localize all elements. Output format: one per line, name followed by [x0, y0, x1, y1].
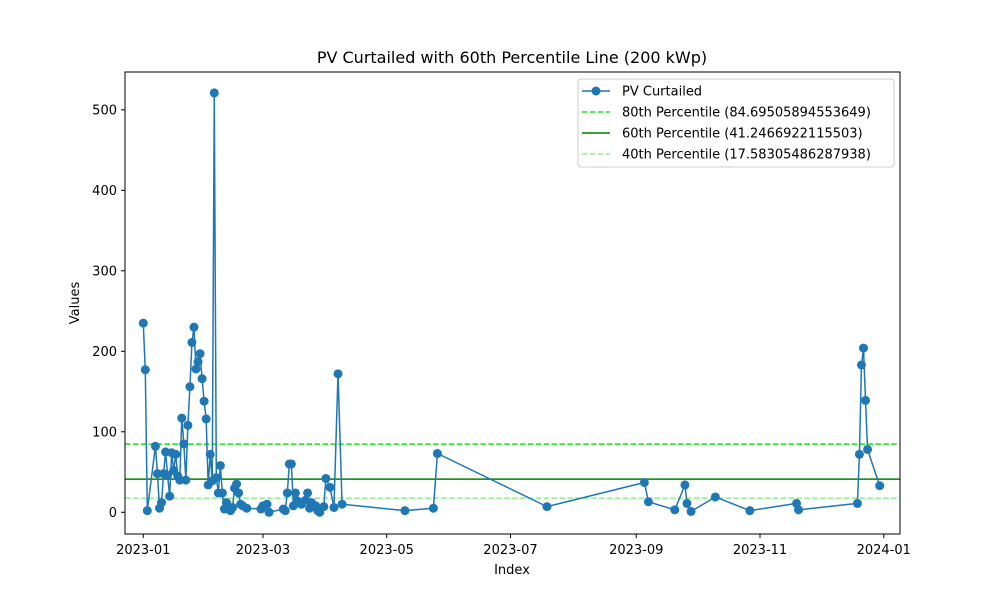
data-point — [177, 413, 187, 423]
data-point — [232, 479, 242, 489]
x-axis-label: Index — [494, 563, 530, 578]
legend-label-p60: 60th Percentile (41.2466922115503) — [622, 127, 863, 142]
data-point — [211, 473, 221, 483]
data-point — [856, 360, 866, 370]
data-point — [670, 505, 680, 515]
data-point — [242, 503, 252, 513]
data-point — [142, 506, 152, 516]
data-point — [185, 382, 195, 392]
data-point — [745, 506, 755, 516]
data-point — [201, 414, 211, 424]
legend: PV Curtailed 80th Percentile (84.6950589… — [577, 78, 895, 168]
x-tick-label: 2023-11 — [733, 543, 787, 558]
data-point — [400, 506, 410, 516]
data-point — [290, 488, 300, 498]
data-point — [303, 488, 313, 498]
data-point — [217, 488, 227, 498]
data-point — [794, 505, 804, 515]
y-axis: 0 100 200 300 400 500 — [92, 103, 125, 521]
data-point — [140, 365, 150, 375]
x-tick-label: 2024-01 — [857, 543, 911, 558]
data-point — [852, 498, 862, 508]
y-axis-label: Values — [68, 282, 83, 325]
x-tick-label: 2023-03 — [236, 543, 290, 558]
x-tick-label: 2023-09 — [609, 543, 663, 558]
y-tick-label: 100 — [92, 425, 117, 440]
y-tick-label: 400 — [92, 184, 117, 199]
data-point — [179, 439, 189, 449]
data-point — [150, 441, 160, 451]
plot-area — [125, 88, 900, 517]
data-point — [682, 498, 692, 508]
data-point — [861, 395, 871, 405]
data-point — [337, 499, 347, 509]
plot-frame — [124, 71, 901, 535]
data-point — [187, 337, 197, 347]
data-point — [193, 357, 203, 367]
data-point — [680, 480, 690, 490]
data-point — [325, 482, 335, 492]
legend-label-pv-curtailed: PV Curtailed — [622, 85, 702, 100]
legend-box — [577, 78, 895, 168]
data-point — [209, 88, 219, 98]
data-point — [191, 364, 201, 374]
data-point — [262, 499, 272, 509]
data-point — [321, 473, 331, 483]
y-tick-label: 300 — [92, 264, 117, 279]
data-point — [280, 506, 290, 516]
data-point — [329, 502, 339, 512]
data-point — [875, 481, 885, 491]
data-point — [858, 343, 868, 353]
data-point — [199, 396, 209, 406]
data-point — [183, 420, 193, 430]
data-point — [639, 477, 649, 487]
data-point — [189, 322, 199, 332]
data-point — [643, 497, 653, 507]
data-point — [542, 502, 552, 512]
data-point — [432, 449, 442, 459]
legend-marker-pv-curtailed — [591, 86, 601, 96]
data-point — [197, 374, 207, 384]
data-point — [686, 506, 696, 516]
data-point — [428, 503, 438, 513]
y-tick-label: 500 — [92, 103, 117, 118]
data-point — [854, 449, 864, 459]
x-axis: 2023-01 2023-03 2023-05 2023-07 2023-09 2023-… — [116, 534, 911, 558]
data-point — [181, 475, 191, 485]
data-point — [333, 369, 343, 379]
legend-label-p80: 80th Percentile (84.69505894553649) — [622, 106, 871, 121]
data-point — [282, 488, 292, 498]
data-point — [205, 449, 215, 459]
data-point — [157, 498, 167, 508]
y-tick-label: 200 — [92, 345, 117, 360]
data-point — [171, 449, 181, 459]
data-point — [234, 488, 244, 498]
data-point — [264, 507, 274, 517]
chart-title: PV Curtailed with 60th Percentile Line (… — [317, 48, 707, 67]
y-tick-label: 0 — [109, 506, 117, 521]
data-point — [138, 318, 148, 328]
data-point — [165, 491, 175, 501]
data-point — [163, 470, 173, 480]
x-tick-label: 2023-01 — [116, 543, 170, 558]
x-tick-label: 2023-07 — [483, 543, 537, 558]
legend-label-p40: 40th Percentile (17.58305486287938) — [622, 148, 871, 163]
data-point — [228, 502, 238, 512]
data-point — [863, 444, 873, 454]
x-tick-label: 2023-05 — [360, 543, 414, 558]
data-point — [710, 492, 720, 502]
data-point — [215, 461, 225, 471]
data-point — [286, 459, 296, 469]
data-point — [319, 502, 329, 512]
data-point — [195, 349, 205, 359]
